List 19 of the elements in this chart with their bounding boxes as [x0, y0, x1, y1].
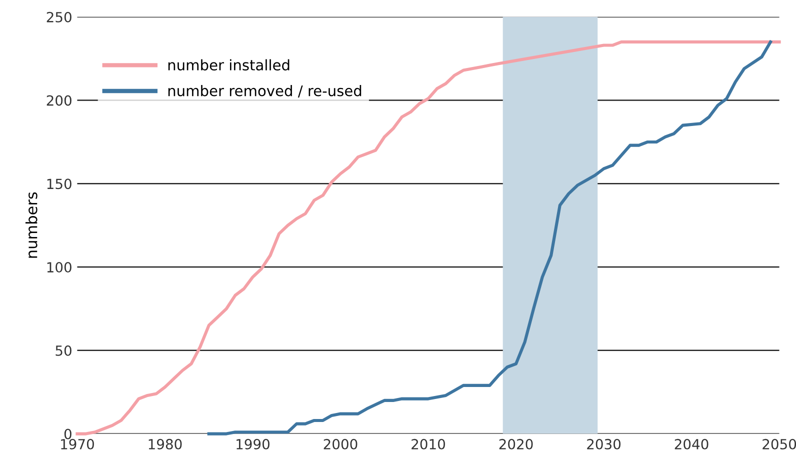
x-tick-label: 1970	[61, 438, 94, 450]
x-tick-label: 1990	[236, 438, 270, 450]
legend-label: number installed	[168, 59, 290, 71]
line-series	[76, 40, 781, 436]
y-axis-title: numbers	[26, 192, 38, 258]
x-tick-label: 2010	[412, 438, 445, 450]
x-tick-label: 2040	[674, 438, 708, 450]
y-tick-label: 0	[64, 428, 72, 440]
y-tick-label: 150	[47, 178, 72, 190]
y-tick-label: 200	[46, 95, 72, 106]
y-tick-label: 50	[56, 345, 72, 356]
y-tick-label: 250	[46, 12, 72, 22]
x-tick-label: 2000	[324, 438, 358, 450]
y-tick-label: 100	[47, 262, 72, 273]
x-tick-label: 2030	[587, 438, 621, 450]
x-tick-label: 2020	[499, 438, 533, 450]
legend-label: number removed / re-used	[168, 85, 362, 98]
x-tick-label: 1980	[148, 438, 182, 450]
x-tick-label: 2050	[762, 438, 796, 450]
